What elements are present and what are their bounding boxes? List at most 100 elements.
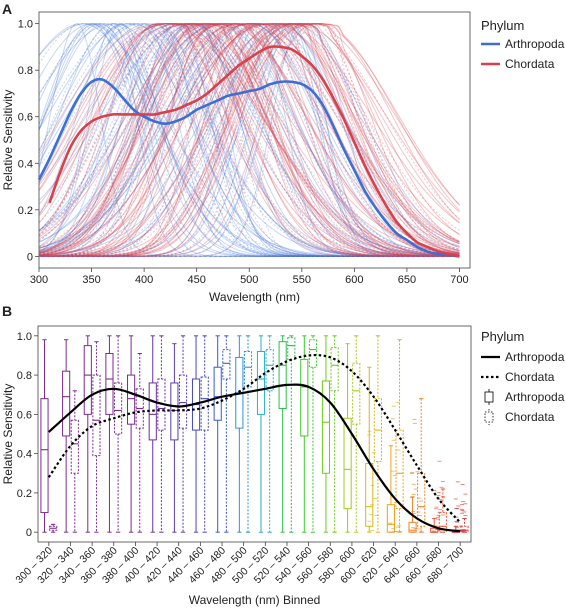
chordata-individual-curve: [39, 23, 460, 257]
arthropoda-box: [343, 343, 352, 533]
panel-b-y-tick-label: 0.8: [17, 370, 32, 382]
chordata-box: [265, 335, 274, 533]
chordata-box: [395, 339, 404, 533]
panel-a-individual-curves: [39, 23, 460, 257]
chordata-individual-curve: [39, 23, 460, 257]
chordata-individual-curve: [39, 23, 460, 257]
panel-b-legend-swatch-dashed-box: [484, 411, 494, 423]
panel-b-y-tick-label: 0.4: [17, 449, 32, 461]
arthropoda-individual-curve: [39, 23, 460, 249]
box-iqr: [222, 349, 231, 380]
box-iqr: [40, 398, 49, 514]
arthropoda-box: [256, 335, 266, 533]
box-iqr: [460, 525, 469, 533]
panel-b-y-tick-label: 1.0: [17, 331, 32, 343]
chordata-individual-curve: [39, 23, 460, 257]
panel-a-y-tick-label: 0.6: [18, 112, 33, 124]
box-iqr: [300, 358, 309, 437]
panel-a-x-tick-label: 350: [82, 274, 100, 286]
arthropoda-box: [213, 335, 222, 533]
chordata-individual-curve: [39, 23, 460, 255]
panel-a-label: A: [2, 1, 12, 17]
chordata-individual-curve: [39, 23, 460, 257]
panel-a-y-tick-label: 1.0: [18, 19, 33, 31]
box-iqr: [343, 417, 352, 510]
chordata-individual-curve: [39, 23, 460, 254]
chordata-individual-curve: [39, 23, 460, 257]
box-iqr: [321, 380, 331, 474]
arthropoda-box: [321, 335, 331, 533]
chordata-individual-curve: [39, 23, 460, 250]
arthropoda-individual-curve: [39, 23, 460, 257]
chordata-individual-curve: [39, 23, 460, 257]
chordata-individual-curve: [39, 23, 460, 257]
chordata-individual-curve: [39, 23, 460, 256]
chordata-individual-curve: [39, 23, 460, 257]
arthropoda-individual-curve: [39, 23, 460, 257]
chordata-individual-curve: [39, 23, 460, 257]
box-iqr: [352, 362, 361, 425]
chordata-individual-curve: [39, 23, 460, 256]
chordata-box: [135, 352, 144, 533]
panel-b-legend-label: Chordata: [505, 410, 555, 424]
box-iqr: [105, 352, 114, 415]
box-iqr: [395, 429, 404, 510]
chordata-individual-curve: [39, 23, 460, 257]
box-iqr: [62, 370, 71, 437]
box-iqr: [178, 374, 188, 429]
arthropoda-individual-curve: [39, 23, 460, 257]
chordata-box: [308, 335, 318, 533]
panel-b-y-axis-label: Relative Sensitivity: [1, 384, 15, 485]
arthropoda-individual-curve: [39, 23, 460, 256]
chordata-individual-curve: [39, 23, 460, 257]
arthropoda-individual-curve: [39, 23, 460, 257]
chordata-individual-curve: [39, 23, 460, 256]
chordata-individual-curve: [39, 23, 460, 257]
panel-b-y-tick-label: 0.6: [17, 409, 32, 421]
panel-b-legend-title: Phylum: [481, 329, 524, 344]
chordata-individual-curve: [39, 23, 460, 257]
chordata-individual-curve: [39, 23, 460, 257]
arthropoda-individual-curve: [39, 23, 460, 257]
arthropoda-box: [83, 335, 92, 533]
arthropoda-individual-curve: [39, 23, 460, 257]
arthropoda-individual-curve: [39, 23, 460, 257]
panel-a-y-tick-label: 0.8: [18, 65, 33, 77]
chordata-individual-curve: [39, 23, 460, 257]
arthropoda-mean-line: [48, 383, 461, 533]
arthropoda-individual-curve: [39, 23, 460, 257]
chordata-mean-line: [48, 45, 460, 258]
box-iqr: [213, 366, 222, 421]
chordata-individual-curve: [39, 23, 460, 257]
chordata-individual-curve: [39, 23, 460, 251]
chordata-individual-curve: [39, 23, 460, 254]
panel-a-legend: Phylum Arthropoda Chordata: [481, 18, 565, 71]
panel-a-legend-title: Phylum: [481, 18, 524, 33]
panel-a-y-tick-label: 0: [27, 251, 33, 263]
panel-b-legend-label: Arthropoda: [505, 350, 565, 364]
box-iqr: [386, 504, 395, 533]
panel-a: [35, 11, 471, 272]
panel-a-x-tick-label: 700: [450, 274, 468, 286]
panel-a-x-tick-label: 650: [398, 274, 416, 286]
arthropoda-individual-curve: [39, 23, 460, 257]
arthropoda-box: [278, 335, 287, 533]
chordata-individual-curve: [39, 23, 460, 257]
chordata-individual-curve: [39, 23, 460, 256]
arthropoda-individual-curve: [39, 23, 460, 257]
box-iqr: [330, 347, 339, 392]
box-iqr: [70, 419, 79, 474]
chordata-mean-line: [47, 354, 462, 524]
arthropoda-individual-curve: [39, 23, 460, 257]
panel-b-legend: Phylum Arthropoda Chordata Arthropoda Chorda…: [481, 329, 565, 425]
arthropoda-individual-curve: [39, 23, 460, 257]
box-iqr: [127, 374, 136, 425]
panel-a-x-tick-label: 500: [240, 274, 258, 286]
arthropoda-individual-curve: [39, 23, 460, 255]
arthropoda-individual-curve: [39, 23, 460, 256]
arthropoda-individual-curve: [39, 23, 460, 257]
arthropoda-individual-curve: [39, 23, 460, 257]
box-iqr: [408, 521, 417, 533]
